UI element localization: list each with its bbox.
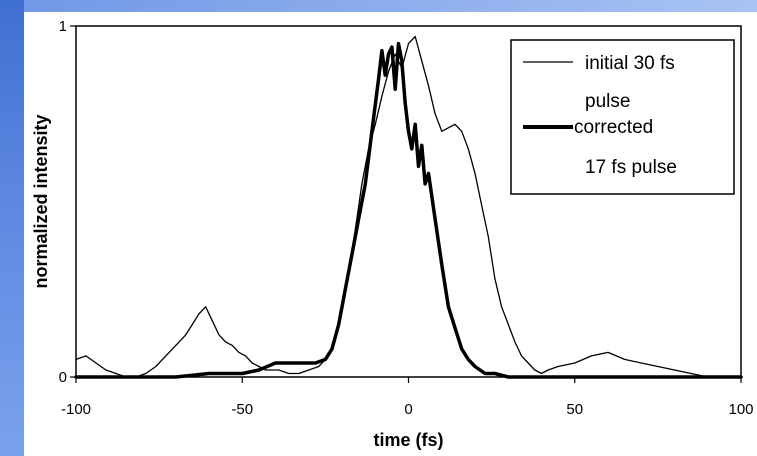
legend: initial 30 fs pulse corrected 17 fs puls…: [510, 39, 735, 195]
legend-box: [510, 39, 735, 195]
background-top-strip: [0, 0, 757, 12]
x-axis-title: time (fs): [373, 430, 443, 450]
y-tick-label: 1: [59, 18, 67, 35]
legend-label-corrected-line1: corrected: [574, 117, 653, 138]
x-axis: -100 -50 0 50 100: [61, 377, 754, 418]
x-tick-label: 50: [566, 401, 583, 418]
series-layer: [74, 35, 743, 379]
y-tick-label: 0: [59, 369, 67, 386]
x-tick-label: 100: [728, 401, 753, 418]
legend-label-initial-line2: pulse: [585, 91, 630, 112]
x-tick-label: 0: [404, 401, 412, 418]
series-line-initial-30fs: [75, 35, 742, 378]
background-side-strip: [0, 0, 24, 456]
legend-label-initial-line1: initial 30 fs: [585, 53, 675, 74]
x-tick-label: -50: [231, 401, 253, 418]
series-line-corrected-17fs: [74, 41, 743, 379]
x-tick-label: -100: [61, 401, 91, 418]
y-axis-title: normalized intensity: [31, 114, 51, 288]
legend-label-corrected-line2: 17 fs pulse: [585, 157, 677, 178]
